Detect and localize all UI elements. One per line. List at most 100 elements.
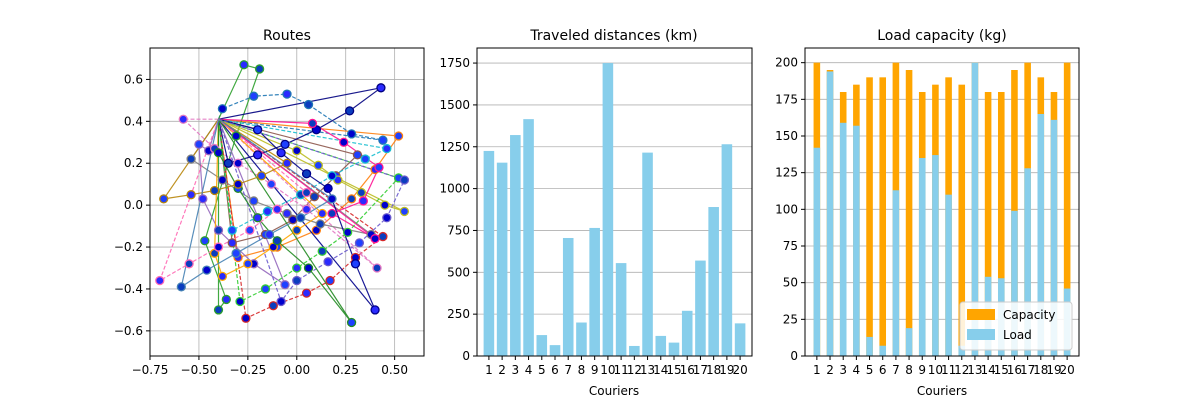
distance-bar-10: [602, 63, 614, 356]
routes-panel: Routes −0.75 −0.50 −0.25 0.00 0.25 0.50−0.6−0…: [114, 28, 425, 377]
route-point: [303, 99, 314, 110]
distances-xtick-label: 5: [538, 363, 546, 377]
route-line-1: [217, 93, 384, 141]
route-point: [213, 305, 224, 315]
route-point: [280, 139, 290, 150]
routes-ytick-label: 0.6: [124, 72, 143, 86]
route-point: [378, 231, 388, 242]
load-xtick-label: 1: [813, 363, 821, 377]
load-bar-18: [1037, 114, 1045, 356]
routes-ytick-label: 0.0: [124, 198, 143, 212]
load-xtick-label: 4: [853, 363, 861, 377]
distances-xtick-label: 4: [525, 363, 533, 377]
routes-frame: [149, 47, 425, 357]
capacity-bar-15: [997, 92, 1005, 356]
route-point: [301, 204, 312, 214]
route-point: [360, 154, 370, 164]
distance-bar-14: [655, 335, 667, 356]
load-bar-16: [1011, 210, 1018, 356]
route-point: [317, 208, 327, 219]
route-point: [380, 200, 390, 210]
distances-xtick-label: 16: [680, 363, 695, 377]
route-line-7: [181, 118, 378, 269]
route-point: [249, 196, 259, 206]
load-xtick-label: 15: [994, 363, 1009, 377]
route-point: [399, 206, 410, 217]
route-point: [241, 313, 251, 323]
route-point: [378, 135, 388, 145]
route-point: [282, 158, 292, 168]
route-point: [262, 206, 273, 217]
distances-xtick-label: 2: [498, 363, 506, 377]
load-bar-3: [839, 122, 847, 356]
distances-grid: [477, 62, 752, 357]
distances-xtick-label: 12: [627, 363, 642, 377]
route-point: [292, 225, 302, 235]
route-point: [292, 275, 302, 286]
route-point: [272, 204, 282, 214]
load-ytick-label: 200: [775, 56, 798, 70]
route-point: [323, 257, 333, 267]
route-point: [282, 89, 292, 99]
load-xtick-label: 18: [1033, 363, 1048, 377]
distances-ytick-label: 500: [447, 265, 470, 279]
distances-title: Traveled distances (km): [529, 28, 697, 44]
routes-ytick-label: −0.2: [114, 240, 143, 254]
route-point: [339, 137, 349, 147]
route-point: [213, 242, 224, 252]
load-xtick-label: 10: [928, 363, 943, 377]
route-point: [213, 225, 224, 235]
route-line-20: [180, 118, 334, 289]
load-ytick-label: 75: [783, 239, 798, 253]
route-point: [346, 129, 357, 139]
route-point: [393, 131, 404, 141]
distance-bar-8: [576, 322, 587, 356]
route-point: [159, 194, 169, 204]
load-bar-9: [918, 158, 926, 356]
distance-bar-13: [642, 152, 653, 356]
load-xtick-label: 19: [1046, 363, 1061, 377]
route-point: [352, 150, 363, 160]
route-point: [276, 296, 286, 307]
route-line-13: [217, 118, 400, 303]
distances-xtick-label: 15: [666, 363, 681, 377]
load-xtick-label: 3: [839, 363, 847, 377]
load-bar-7: [892, 190, 900, 356]
distance-bar-6: [549, 345, 561, 356]
distances-xtick-label: 14: [653, 363, 668, 377]
route-point: [231, 131, 241, 141]
distance-bar-19: [721, 144, 733, 356]
route-point: [327, 208, 337, 219]
route-line-17: [217, 118, 353, 323]
routes-xtick-label: 0.00: [283, 363, 310, 377]
load-bar-11: [945, 194, 952, 356]
distance-bar-17: [695, 260, 706, 356]
load-xtick-label: 7: [892, 363, 900, 377]
route-point: [296, 213, 306, 223]
distance-bar-9: [589, 227, 600, 356]
load-bar-12: [958, 345, 966, 356]
load-xtick-label: 8: [905, 363, 913, 377]
route-point: [301, 288, 312, 298]
route-point: [223, 158, 233, 168]
distances-ytick-label: 0: [462, 349, 470, 363]
load-ytick-label: 175: [775, 92, 798, 106]
route-point: [374, 162, 384, 173]
load-xtick-label: 5: [866, 363, 874, 377]
route-point: [252, 213, 263, 223]
capacity-bar-8: [905, 70, 913, 356]
route-point: [217, 175, 228, 185]
distances-bars: [483, 63, 746, 357]
route-point: [309, 192, 320, 202]
route-point: [307, 118, 318, 129]
distances-xtick-label: 8: [578, 363, 586, 377]
distances-xlabel: Couriers: [589, 384, 639, 398]
route-point: [233, 158, 243, 168]
route-point: [186, 190, 196, 200]
route-point: [256, 171, 267, 181]
load-bar-13: [971, 62, 979, 357]
route-point: [155, 275, 165, 286]
route-point: [252, 125, 263, 135]
